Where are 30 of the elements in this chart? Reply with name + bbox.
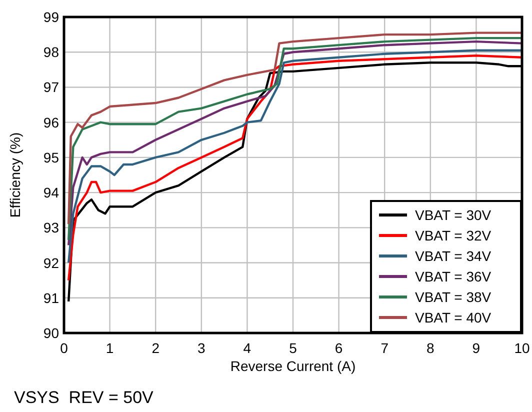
legend-label: VBAT = 34V [415,248,492,264]
legend-label: VBAT = 40V [415,310,492,326]
x-axis-title: Reverse Current (A) [230,358,356,374]
y-tick-label: 99 [43,9,60,25]
x-tick-label: 0 [60,340,68,356]
x-tick-label: 9 [472,340,480,356]
x-tick-label: 3 [198,340,206,356]
legend-label: VBAT = 30V [415,207,492,223]
y-tick-label: 97 [43,79,60,96]
y-tick-label: 95 [43,149,60,166]
x-tick-label: 10 [514,340,530,356]
y-tick-label: 91 [43,290,60,306]
x-tick-label: 2 [152,340,160,356]
x-tick-label: 8 [426,340,434,356]
y-tick-label: 92 [43,254,60,271]
y-tick-label: 96 [43,114,60,130]
y-tick-label: 90 [43,325,60,341]
x-tick-label: 6 [334,340,343,356]
y-tick-label: 94 [43,184,60,201]
x-tick-label: 7 [380,340,389,356]
y-axis-title: Efficiency (%) [7,132,23,218]
x-tick-label: 4 [243,340,252,356]
x-tick-label: 1 [106,340,114,356]
legend-label: VBAT = 36V [415,268,492,284]
legend-label: VBAT = 38V [415,289,492,305]
y-tick-label: 98 [43,44,60,60]
x-tick-label: 5 [289,340,298,356]
text: VSYS REV = 50V [14,388,154,407]
legend-label: VBAT = 32V [415,228,492,244]
y-tick-label: 93 [43,220,60,236]
